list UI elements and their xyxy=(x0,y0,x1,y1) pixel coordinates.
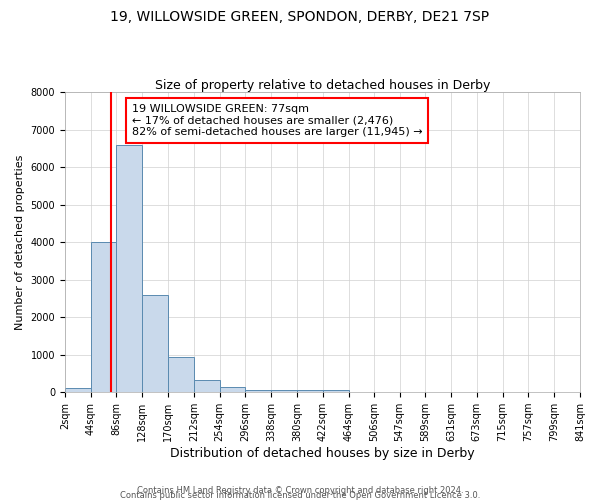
Y-axis label: Number of detached properties: Number of detached properties xyxy=(15,154,25,330)
Text: 19, WILLOWSIDE GREEN, SPONDON, DERBY, DE21 7SP: 19, WILLOWSIDE GREEN, SPONDON, DERBY, DE… xyxy=(110,10,490,24)
Bar xyxy=(297,390,323,392)
Bar xyxy=(142,294,168,392)
Bar xyxy=(168,356,194,392)
Bar xyxy=(116,144,142,392)
Bar xyxy=(194,380,220,392)
X-axis label: Distribution of detached houses by size in Derby: Distribution of detached houses by size … xyxy=(170,447,475,460)
Text: 19 WILLOWSIDE GREEN: 77sqm
← 17% of detached houses are smaller (2,476)
82% of s: 19 WILLOWSIDE GREEN: 77sqm ← 17% of deta… xyxy=(132,104,422,137)
Title: Size of property relative to detached houses in Derby: Size of property relative to detached ho… xyxy=(155,79,490,92)
Text: Contains HM Land Registry data © Crown copyright and database right 2024.: Contains HM Land Registry data © Crown c… xyxy=(137,486,463,495)
Bar xyxy=(220,388,245,392)
Bar xyxy=(245,390,271,392)
Bar xyxy=(65,388,91,392)
Bar xyxy=(323,390,349,392)
Text: Contains public sector information licensed under the Open Government Licence 3.: Contains public sector information licen… xyxy=(120,491,480,500)
Bar xyxy=(91,242,116,392)
Bar xyxy=(271,390,297,392)
